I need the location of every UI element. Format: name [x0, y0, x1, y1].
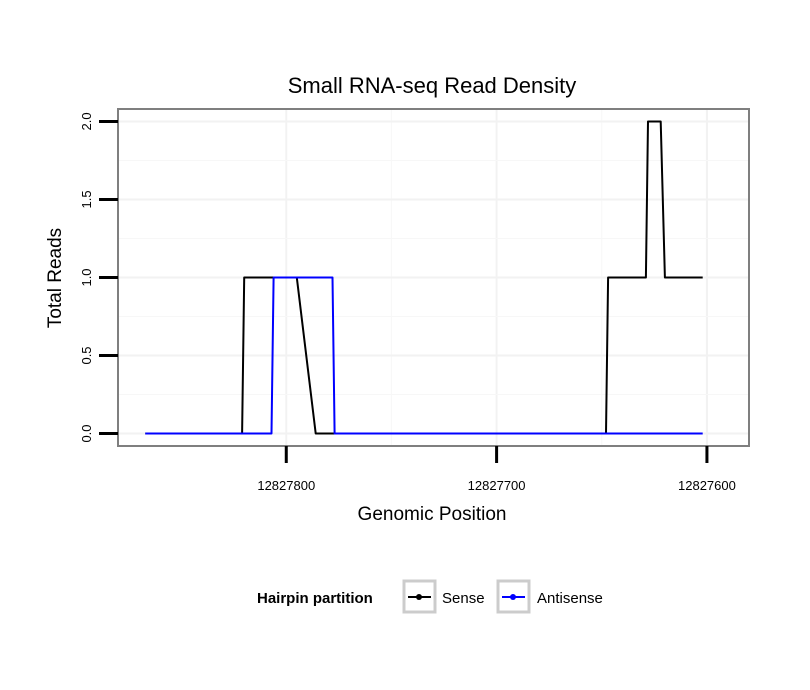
legend: Hairpin partition Sense Antisense: [257, 579, 603, 614]
series-layer: [145, 120, 703, 435]
x-tick-label: 12827600: [678, 478, 736, 493]
series-line-antisense: [145, 276, 703, 435]
y-tick-label: 0.0: [79, 424, 94, 442]
legend-point-sense: [416, 594, 422, 600]
chart-title: Small RNA-seq Read Density: [288, 73, 577, 98]
grid: [118, 109, 749, 446]
y-tick-label: 2.0: [79, 112, 94, 130]
y-tick-label: 1.0: [79, 268, 94, 286]
x-axis-title: Genomic Position: [358, 504, 507, 525]
x-tick-label: 12827800: [257, 478, 315, 493]
legend-item-sense: Sense: [402, 579, 485, 614]
legend-item-antisense: Antisense: [496, 579, 603, 614]
y-tick-label: 0.5: [79, 346, 94, 364]
y-axis-title: Total Reads: [45, 228, 66, 328]
legend-title: Hairpin partition: [257, 590, 373, 607]
legend-point-antisense: [510, 594, 516, 600]
x-tick-label: 12827700: [468, 478, 526, 493]
legend-label-antisense: Antisense: [537, 590, 603, 607]
y-tick-label: 1.5: [79, 190, 94, 208]
axes: 12827800 12827700 12827600 0.0 0.5 1.0 1.5 2.0: [79, 112, 736, 493]
legend-label-sense: Sense: [442, 590, 485, 607]
